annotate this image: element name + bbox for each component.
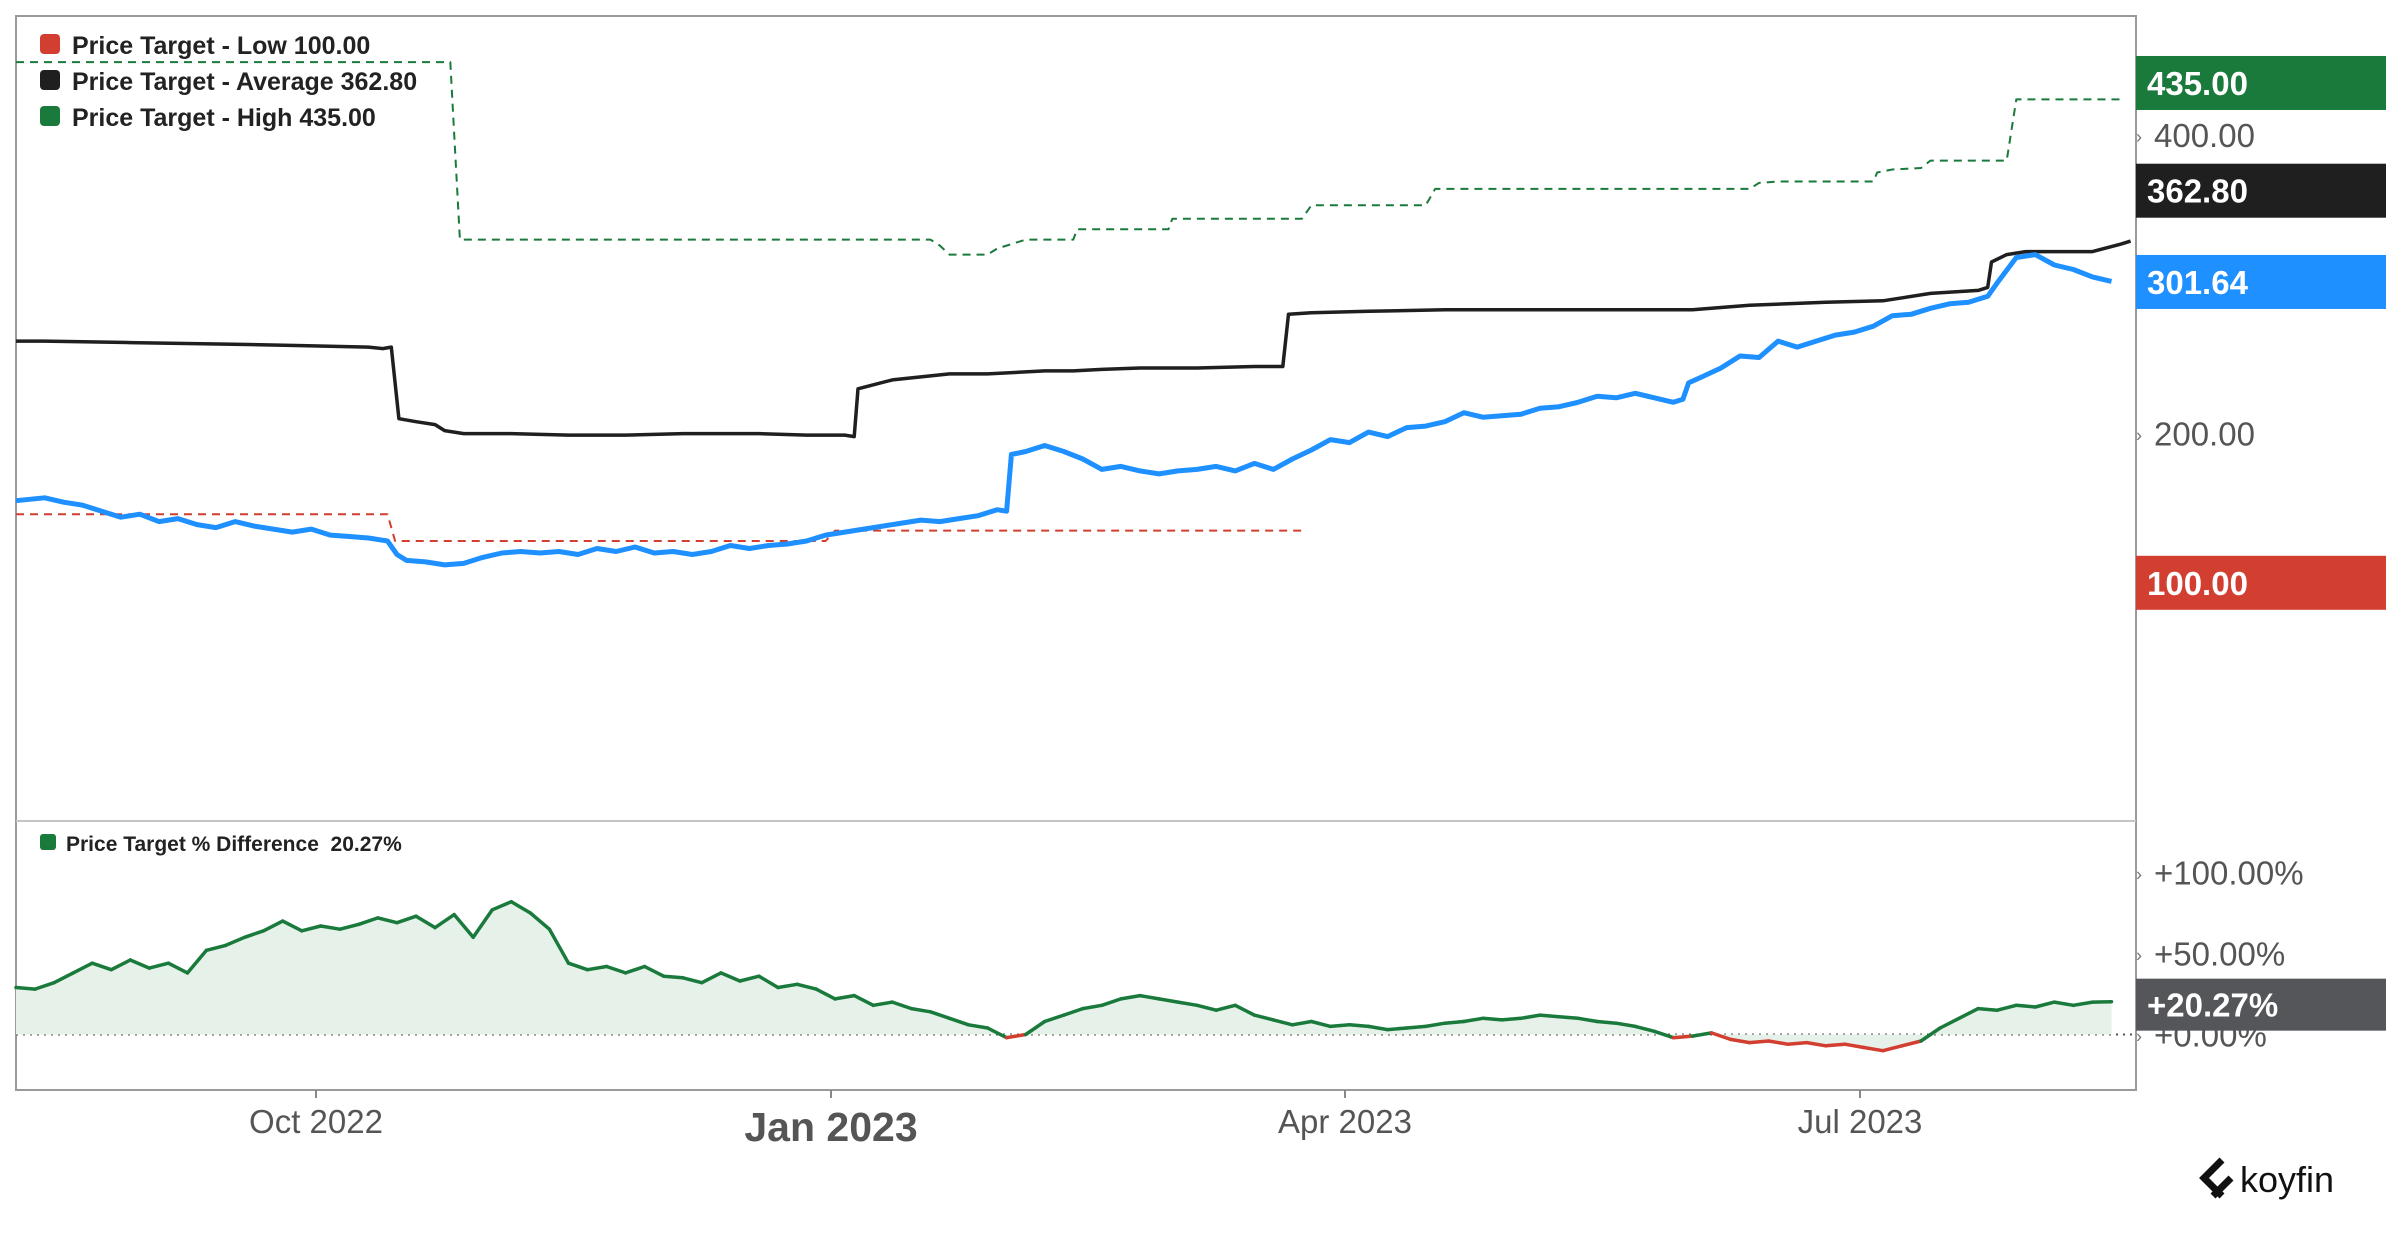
difference-y-tick: › +100.00% bbox=[2136, 855, 2304, 892]
value-badge-label: 435.00 bbox=[2147, 65, 2248, 102]
difference-line-segment bbox=[1673, 1036, 1692, 1038]
value-badge-label: 301.64 bbox=[2147, 264, 2249, 301]
difference-line-segment bbox=[1559, 1017, 1578, 1019]
difference-line-segment bbox=[664, 976, 683, 978]
koyfin-logo: koyfin bbox=[2204, 1159, 2334, 1200]
difference-line-segment bbox=[2016, 1005, 2035, 1007]
series-line-price-target-average bbox=[16, 241, 2131, 437]
legend-label-average: Price Target - Average 362.80 bbox=[72, 68, 417, 96]
price-y-tick-label: 400.00 bbox=[2154, 117, 2255, 154]
difference-line-segment bbox=[1388, 1028, 1407, 1030]
value-badge: 301.64 bbox=[2136, 255, 2386, 309]
price-y-tick-label: 500.00 bbox=[2154, 0, 2255, 5]
tick-mark: › bbox=[2136, 127, 2142, 147]
main-plot bbox=[16, 62, 2131, 565]
legend-item-average[interactable]: Price Target - Average 362.80 bbox=[40, 68, 417, 96]
value-badge: +20.27% bbox=[2136, 979, 2386, 1031]
value-badge: 100.00 bbox=[2136, 556, 2386, 610]
series-line-price bbox=[16, 255, 2112, 565]
tick-mark: › bbox=[2136, 865, 2142, 885]
price-y-tick: ›500.00 bbox=[2136, 0, 2255, 5]
legend-item-high[interactable]: Price Target - High 435.00 bbox=[40, 104, 376, 132]
difference-y-tick: › +50.00% bbox=[2136, 936, 2285, 973]
difference-line-segment bbox=[1978, 1009, 1997, 1011]
difference-y-tick-label: +100.00% bbox=[2154, 855, 2304, 892]
brand-name: koyfin bbox=[2240, 1159, 2334, 1200]
difference-area bbox=[16, 902, 2112, 1051]
difference-line-segment bbox=[1445, 1022, 1464, 1024]
value-badge: 435.00 bbox=[2136, 56, 2386, 110]
legend-label-low: Price Target - Low 100.00 bbox=[72, 32, 370, 60]
legend-swatch-low bbox=[40, 34, 60, 54]
difference-line-segment bbox=[1407, 1026, 1426, 1028]
legend-label-difference: Price Target % Difference 20.27% bbox=[66, 833, 402, 856]
tick-mark: › bbox=[2136, 426, 2142, 446]
difference-line-segment bbox=[1540, 1015, 1559, 1017]
x-tick-label: Jan 2023 bbox=[744, 1104, 917, 1150]
legend-swatch-average bbox=[40, 70, 60, 90]
difference-y-tick-label: +50.00% bbox=[2154, 936, 2285, 973]
difference-line-segment bbox=[1788, 1043, 1807, 1045]
tick-mark: › bbox=[2136, 946, 2142, 966]
price-y-tick-label: 200.00 bbox=[2154, 416, 2255, 453]
difference-line-segment bbox=[1502, 1018, 1521, 1020]
value-badge-label: 100.00 bbox=[2147, 565, 2248, 602]
main-legend: Price Target - Low 100.00 Price Target -… bbox=[40, 32, 417, 132]
difference-line-segment bbox=[1692, 1033, 1711, 1036]
difference-line-segment bbox=[1483, 1018, 1502, 1020]
value-badge-label: 362.80 bbox=[2147, 173, 2248, 210]
difference-line-segment bbox=[16, 988, 35, 990]
price-y-tick: › 200.00 bbox=[2136, 416, 2255, 453]
difference-line-segment bbox=[1750, 1041, 1769, 1043]
difference-line-segment bbox=[1350, 1025, 1369, 1027]
x-tick-label: Jul 2023 bbox=[1798, 1103, 1923, 1140]
legend-swatch-difference bbox=[40, 834, 56, 850]
legend-item-low[interactable]: Price Target - Low 100.00 bbox=[40, 32, 370, 60]
x-tick-label: Apr 2023 bbox=[1278, 1103, 1412, 1140]
difference-plot bbox=[16, 902, 2136, 1051]
legend-label-high: Price Target - High 435.00 bbox=[72, 104, 376, 132]
x-tick-label: Oct 2022 bbox=[249, 1103, 383, 1140]
difference-legend[interactable]: Price Target % Difference 20.27% bbox=[40, 833, 402, 856]
value-badge-label: +20.27% bbox=[2147, 987, 2278, 1024]
price-y-tick: › 400.00 bbox=[2136, 117, 2255, 154]
difference-line-segment bbox=[1331, 1025, 1350, 1027]
value-badge: 362.80 bbox=[2136, 164, 2386, 218]
difference-line-segment bbox=[1597, 1022, 1616, 1024]
legend-swatch-high bbox=[40, 106, 60, 126]
difference-line-segment bbox=[1826, 1044, 1845, 1046]
